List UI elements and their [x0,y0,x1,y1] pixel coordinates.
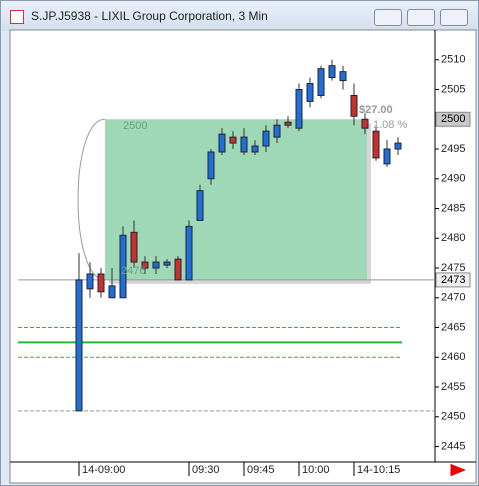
candle-body [262,130,270,147]
price-marker-box [435,111,471,127]
candle-body [251,145,259,153]
candle-body [174,258,182,281]
candle-body [196,190,204,221]
box-arc [77,118,106,281]
price-marker-box [435,272,471,288]
candle-body [295,89,303,129]
box-percent-label: 1.08 % [373,119,407,131]
candle-body [273,124,281,138]
candle-body [339,71,347,82]
candle-body [141,261,149,269]
price-marker-label: 2473 [441,274,465,286]
candle-body [317,68,325,96]
y-tick-label: 2455 [441,381,465,393]
y-tick-label: 2505 [441,83,465,95]
y-tick-label: 2470 [441,292,465,304]
scroll-arrow[interactable] [450,463,467,477]
candle-body [218,133,226,153]
candle-body [185,225,193,281]
candle-body [350,94,358,117]
candle-body [361,118,369,129]
candle-body [328,65,336,79]
y-tick-label: 2475 [441,262,465,274]
x-tick-label: 10:00 [302,464,330,476]
candle-body [383,148,391,165]
x-tick-label: 14-10:15 [357,464,400,476]
candle-body [394,142,402,150]
candle-body [152,261,160,269]
candle-body [207,151,215,180]
app-icon [10,10,24,24]
candle-body [240,136,248,153]
box-amount-label: $27.00 [359,104,393,116]
y-tick-label: 2490 [441,173,465,185]
y-tick-label: 2510 [441,54,465,66]
candle-body [108,285,116,299]
candle-body [372,130,380,159]
candle-body [97,273,105,293]
title-bar: S.JP.J5938 - LIXIL Group Corporation, 3 … [1,1,478,31]
candle-body [86,273,94,290]
candle-body [75,279,83,412]
x-tick-label: 09:30 [192,464,220,476]
y-tick-label: 2465 [441,321,465,333]
y-tick-label: 2445 [441,440,465,452]
candle-body [163,261,171,266]
y-tick-label: 2495 [441,143,465,155]
y-tick-label: 2480 [441,232,465,244]
candle-body [229,136,237,144]
candle-body [284,121,292,126]
candle-body [306,83,314,102]
maximize-button[interactable] [407,9,435,26]
candle-body [119,234,127,299]
candle-body [130,231,138,263]
box-bottom-label: 2476 [121,265,145,277]
price-marker-label: 2500 [441,113,465,125]
x-tick-label: 14-09:00 [82,464,125,476]
y-tick-label: 2450 [441,411,465,423]
y-tick-label: 2460 [441,351,465,363]
window-title: S.JP.J5938 - LIXIL Group Corporation, 3 … [31,9,268,23]
y-tick-label: 2485 [441,202,465,214]
close-button[interactable] [440,9,468,26]
x-tick-label: 09:45 [247,464,275,476]
minimize-button[interactable] [374,9,402,26]
box-top-label: 2500 [123,120,147,132]
measure-box [105,119,367,280]
